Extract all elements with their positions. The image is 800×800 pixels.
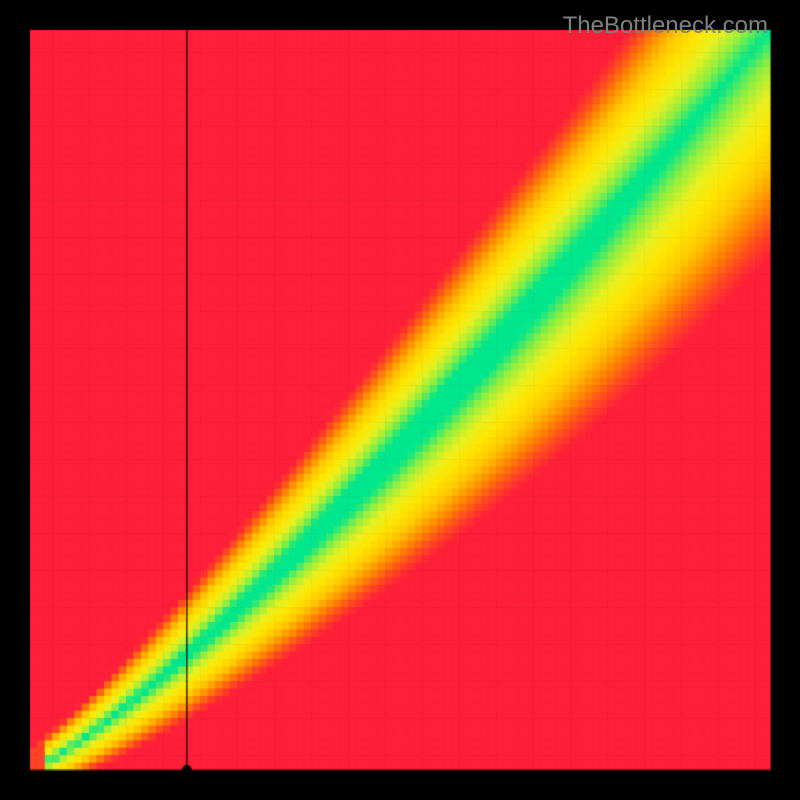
bottleneck-heatmap-canvas — [0, 0, 800, 800]
chart-container: { "watermark": { "text": "TheBottleneck.… — [0, 0, 800, 800]
